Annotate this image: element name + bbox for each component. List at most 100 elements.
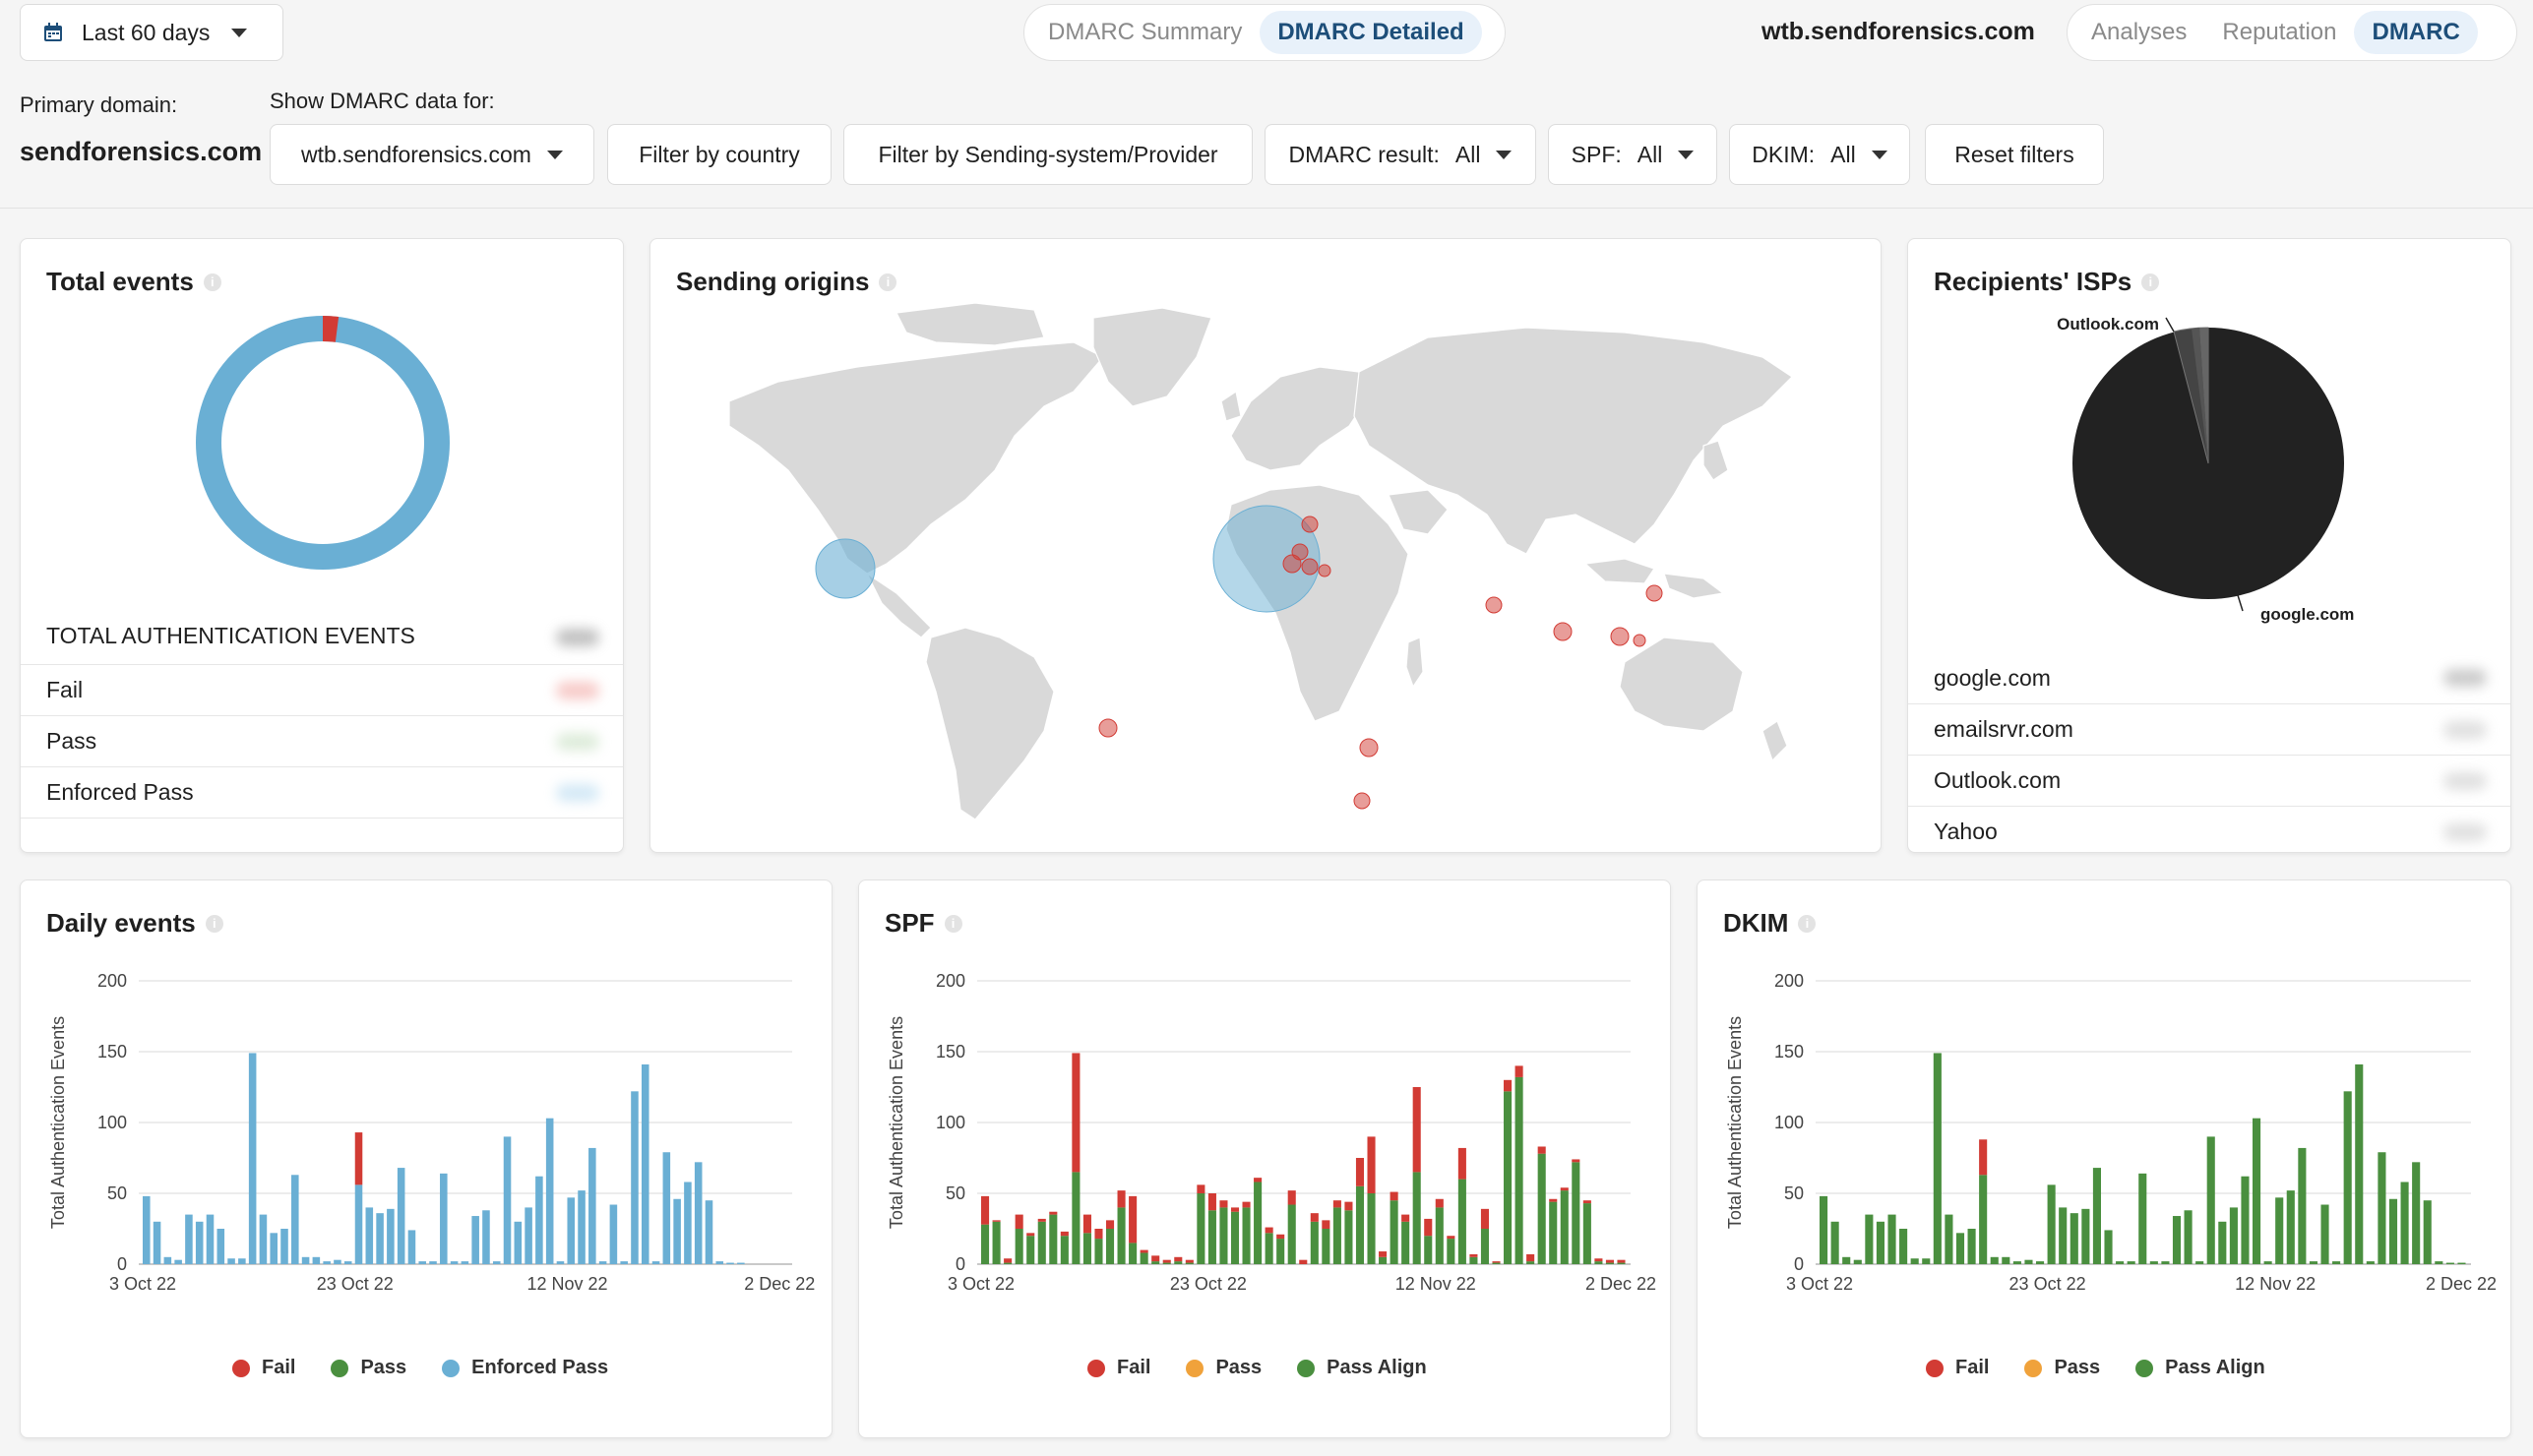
legend-item-pass[interactable]: Pass: [1186, 1357, 1262, 1379]
bar-enforced-pass[interactable]: [598, 1261, 607, 1264]
bar-fail[interactable]: [1401, 1214, 1410, 1222]
bar-pass-align[interactable]: [1537, 1153, 1546, 1264]
bar-fail[interactable]: [1560, 1187, 1569, 1191]
bar-pass-align[interactable]: [2161, 1261, 2170, 1264]
bar-enforced-pass[interactable]: [185, 1214, 193, 1264]
bar-pass-align[interactable]: [1094, 1239, 1103, 1264]
bar-enforced-pass[interactable]: [163, 1256, 172, 1264]
bar-pass-align[interactable]: [2092, 1168, 2101, 1264]
bar-fail[interactable]: [1060, 1231, 1069, 1237]
date-range-dropdown[interactable]: Last 60 days: [20, 4, 283, 61]
bar-enforced-pass[interactable]: [620, 1261, 628, 1264]
bar-enforced-pass[interactable]: [365, 1207, 374, 1264]
bar-fail[interactable]: [1480, 1208, 1490, 1229]
bar-pass-align[interactable]: [2218, 1221, 2227, 1264]
bar-pass-align[interactable]: [1322, 1229, 1330, 1264]
bar-enforced-pass[interactable]: [514, 1221, 523, 1264]
origin-bubble[interactable]: [1645, 584, 1663, 602]
origin-bubble[interactable]: [1485, 596, 1503, 614]
bar-enforced-pass[interactable]: [715, 1261, 724, 1264]
legend-item-enforced-pass[interactable]: Enforced Pass: [442, 1357, 608, 1379]
bar-enforced-pass[interactable]: [440, 1173, 448, 1264]
bar-pass-align[interactable]: [2059, 1207, 2068, 1264]
bar-pass-align[interactable]: [2423, 1200, 2432, 1264]
bar-pass-align[interactable]: [2104, 1230, 2113, 1264]
bar-enforced-pass[interactable]: [397, 1168, 405, 1264]
bar-fail[interactable]: [1254, 1178, 1263, 1183]
reset-filters-button[interactable]: Reset filters: [1925, 124, 2104, 185]
bar-pass-align[interactable]: [2116, 1261, 2125, 1264]
bar-pass-align[interactable]: [1174, 1261, 1183, 1264]
bar-fail[interactable]: [1526, 1253, 1535, 1262]
bar-fail[interactable]: [1582, 1200, 1591, 1204]
bar-pass-align[interactable]: [1072, 1172, 1081, 1264]
bar-pass-align[interactable]: [1367, 1193, 1376, 1264]
domain-select[interactable]: wtb.sendforensics.com: [270, 124, 594, 185]
bar-pass-align[interactable]: [1560, 1190, 1569, 1264]
bar-pass-align[interactable]: [1344, 1210, 1353, 1264]
bar-pass-align[interactable]: [1129, 1243, 1138, 1264]
bar-enforced-pass[interactable]: [482, 1210, 490, 1264]
bar-fail[interactable]: [1355, 1158, 1365, 1186]
bar-pass-align[interactable]: [2275, 1197, 2284, 1264]
bar-fail[interactable]: [1004, 1258, 1013, 1263]
bar-pass-align[interactable]: [1004, 1262, 1013, 1264]
bar-fail[interactable]: [1207, 1193, 1216, 1211]
bar-pass-align[interactable]: [1955, 1233, 1965, 1264]
bar-fail[interactable]: [1504, 1079, 1513, 1092]
bar-enforced-pass[interactable]: [376, 1213, 384, 1264]
bar-pass-align[interactable]: [1979, 1175, 1988, 1264]
bar-enforced-pass[interactable]: [545, 1118, 554, 1264]
info-icon[interactable]: i: [203, 273, 221, 291]
bar-pass-align[interactable]: [1219, 1207, 1228, 1264]
origin-bubble[interactable]: [1301, 558, 1319, 576]
bar-pass-align[interactable]: [1401, 1221, 1410, 1264]
bar-enforced-pass[interactable]: [334, 1259, 341, 1264]
bar-pass-align[interactable]: [1355, 1185, 1365, 1264]
legend-item-pass-align[interactable]: Pass Align: [1297, 1357, 1427, 1379]
bar-pass-align[interactable]: [2286, 1190, 2295, 1264]
bar-pass-align[interactable]: [1117, 1207, 1126, 1264]
bar-pass-align[interactable]: [1899, 1229, 1908, 1264]
origin-bubble[interactable]: [1353, 792, 1371, 810]
bar-fail[interactable]: [1129, 1195, 1138, 1244]
bar-pass-align[interactable]: [1876, 1221, 1884, 1264]
bar-pass-align[interactable]: [1504, 1091, 1513, 1264]
bar-enforced-pass[interactable]: [450, 1261, 459, 1264]
bar-fail[interactable]: [1072, 1053, 1081, 1173]
bar-enforced-pass[interactable]: [694, 1162, 703, 1264]
bar-fail[interactable]: [1412, 1087, 1421, 1173]
bar-pass-align[interactable]: [1457, 1179, 1466, 1264]
bar-pass-align[interactable]: [2366, 1261, 2375, 1264]
bar-enforced-pass[interactable]: [578, 1190, 586, 1264]
bar-fail[interactable]: [1379, 1251, 1388, 1257]
bar-pass-align[interactable]: [1162, 1262, 1171, 1264]
bar-pass-align[interactable]: [2445, 1262, 2454, 1264]
bar-fail[interactable]: [1105, 1220, 1115, 1229]
bar-pass-align[interactable]: [1082, 1233, 1091, 1264]
bar-pass-align[interactable]: [1332, 1207, 1341, 1264]
legend-item-pass[interactable]: Pass: [331, 1357, 406, 1379]
bar-pass-align[interactable]: [2024, 1259, 2033, 1264]
bar-enforced-pass[interactable]: [206, 1214, 215, 1264]
bar-pass-align[interactable]: [2070, 1213, 2078, 1264]
bar-pass-align[interactable]: [2332, 1261, 2341, 1264]
bar-fail[interactable]: [1469, 1253, 1478, 1257]
bar-enforced-pass[interactable]: [651, 1261, 660, 1264]
bar-pass-align[interactable]: [1594, 1261, 1603, 1264]
bar-pass-align[interactable]: [2320, 1204, 2329, 1264]
bar-pass-align[interactable]: [1830, 1221, 1839, 1264]
bar-fail[interactable]: [1390, 1191, 1398, 1201]
bar-pass-align[interactable]: [1185, 1262, 1194, 1264]
bar-pass-align[interactable]: [1990, 1256, 1999, 1264]
bar-pass-align[interactable]: [1230, 1211, 1240, 1264]
origin-bubble[interactable]: [1610, 627, 1630, 646]
bar-pass-align[interactable]: [2081, 1208, 2090, 1264]
bar-fail[interactable]: [1037, 1218, 1046, 1222]
bar-pass-align[interactable]: [1424, 1236, 1433, 1264]
filter-provider-button[interactable]: Filter by Sending-system/Provider: [843, 124, 1253, 185]
bar-pass-align[interactable]: [1254, 1182, 1263, 1264]
bar-pass-align[interactable]: [2241, 1176, 2250, 1264]
bar-pass-align[interactable]: [1197, 1193, 1205, 1264]
bar-pass-align[interactable]: [1037, 1221, 1046, 1264]
